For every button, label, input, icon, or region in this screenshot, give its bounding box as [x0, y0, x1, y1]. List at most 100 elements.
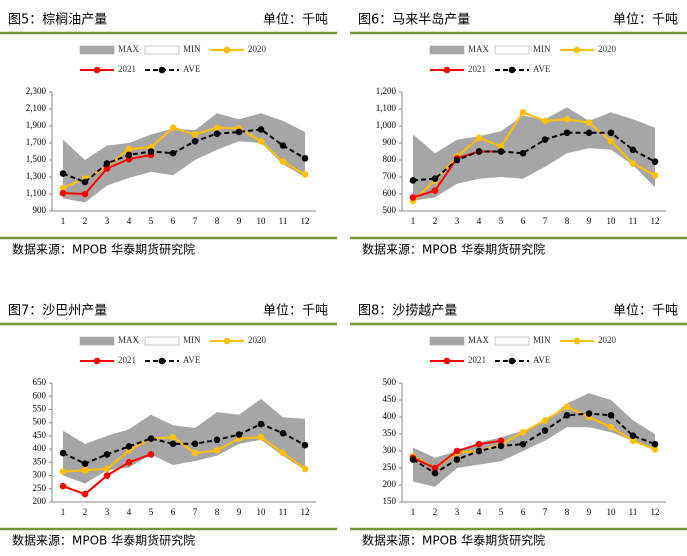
y-tick-label: 1,500 — [26, 154, 47, 164]
series-line — [412, 111, 656, 202]
unit-label: 单位：千吨 — [263, 304, 328, 319]
legend-swatch — [144, 45, 180, 55]
unit-label: 单位：千吨 — [263, 13, 328, 28]
data-point — [497, 437, 505, 445]
legend-marker — [443, 357, 451, 365]
data-point — [431, 464, 439, 472]
x-tick-label: 7 — [543, 216, 548, 226]
legend-swatch — [429, 336, 465, 346]
data-point — [169, 440, 177, 448]
legend-marker — [158, 66, 166, 74]
legend-label: MIN — [183, 335, 201, 345]
data-point — [497, 143, 505, 150]
data-point — [563, 403, 571, 411]
y-tick-label: 250 — [383, 462, 397, 472]
legend-label: MAX — [468, 335, 490, 345]
data-point — [59, 184, 67, 192]
y-tick-label: 1,700 — [26, 137, 47, 147]
data-point — [431, 469, 439, 477]
x-tick-label: 5 — [149, 507, 154, 517]
data-point — [431, 175, 439, 182]
legend-swatch — [79, 336, 115, 346]
data-point — [519, 429, 527, 436]
x-tick-label: 7 — [543, 507, 548, 517]
y-tick-label: 500 — [33, 417, 47, 427]
data-point — [59, 449, 67, 457]
data-point — [563, 129, 571, 137]
data-point — [169, 149, 177, 157]
data-point — [213, 447, 221, 454]
data-point — [191, 131, 199, 138]
x-tick-label: 1 — [61, 507, 66, 517]
data-point — [475, 148, 483, 155]
y-tick-label: 1,300 — [26, 171, 47, 181]
data-point — [103, 465, 111, 473]
data-point — [279, 158, 287, 165]
data-point — [519, 109, 527, 116]
data-point — [169, 124, 177, 131]
data-point — [519, 440, 527, 448]
legend-marker — [158, 357, 166, 365]
data-point — [191, 138, 199, 145]
y-tick-label: 1,100 — [26, 188, 47, 198]
legend-label: 2021 — [118, 64, 136, 74]
x-tick-label: 12 — [651, 507, 660, 517]
data-point — [147, 148, 155, 155]
legend-swatch — [429, 45, 465, 55]
data-point — [235, 128, 243, 136]
data-point — [125, 145, 133, 153]
source-note: 数据来源：MPOB 华泰期货研究院 — [12, 242, 195, 257]
legend-label: 2021 — [118, 355, 136, 365]
y-tick-label: 300 — [33, 470, 47, 480]
legend-swatch — [494, 336, 530, 346]
data-point — [301, 441, 309, 449]
legend-label: 2020 — [248, 335, 267, 345]
y-tick-label: 1,100 — [376, 103, 397, 113]
legend-label: MIN — [533, 335, 551, 345]
legend-label: MAX — [118, 335, 140, 345]
data-point — [585, 129, 593, 137]
series-line — [412, 412, 656, 475]
legend-marker — [508, 66, 516, 74]
legend-swatch — [79, 45, 115, 55]
data-point — [257, 420, 265, 428]
data-point — [409, 177, 417, 184]
y-tick-label: 800 — [383, 154, 397, 164]
data-point — [541, 136, 549, 143]
data-point — [607, 138, 615, 145]
y-tick-label: 2,300 — [26, 86, 47, 96]
data-point — [301, 171, 309, 178]
data-point — [585, 119, 593, 126]
data-point — [519, 149, 527, 157]
x-tick-label: 3 — [105, 216, 110, 226]
y-tick-label: 1,900 — [26, 120, 47, 130]
data-point — [651, 440, 659, 448]
y-tick-label: 550 — [33, 404, 47, 414]
legend-marker — [93, 66, 101, 74]
data-point — [59, 189, 67, 197]
y-tick-label: 450 — [383, 394, 397, 404]
data-point — [147, 435, 155, 442]
x-tick-label: 12 — [651, 216, 660, 226]
data-point — [235, 431, 243, 438]
data-point — [541, 427, 549, 434]
y-tick-label: 200 — [33, 496, 47, 506]
data-point — [629, 146, 637, 154]
data-point — [125, 151, 133, 159]
series-line — [62, 126, 306, 189]
series-line — [62, 422, 306, 465]
range-area — [413, 148, 655, 211]
legend-marker — [223, 337, 231, 345]
legend-marker — [223, 46, 231, 54]
y-tick-label: 1,200 — [376, 86, 397, 96]
legend-marker — [508, 357, 516, 365]
data-point — [563, 412, 571, 419]
panel-title: 图5：棕榈油产量 — [8, 13, 107, 28]
x-tick-label: 9 — [237, 507, 242, 517]
legend-label: 2020 — [598, 335, 617, 345]
data-point — [629, 437, 637, 445]
y-tick-label: 400 — [33, 443, 47, 453]
x-tick-label: 5 — [149, 216, 154, 226]
legend-marker — [443, 66, 451, 74]
